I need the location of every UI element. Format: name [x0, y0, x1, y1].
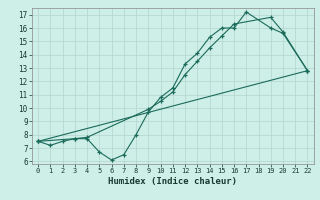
X-axis label: Humidex (Indice chaleur): Humidex (Indice chaleur): [108, 177, 237, 186]
